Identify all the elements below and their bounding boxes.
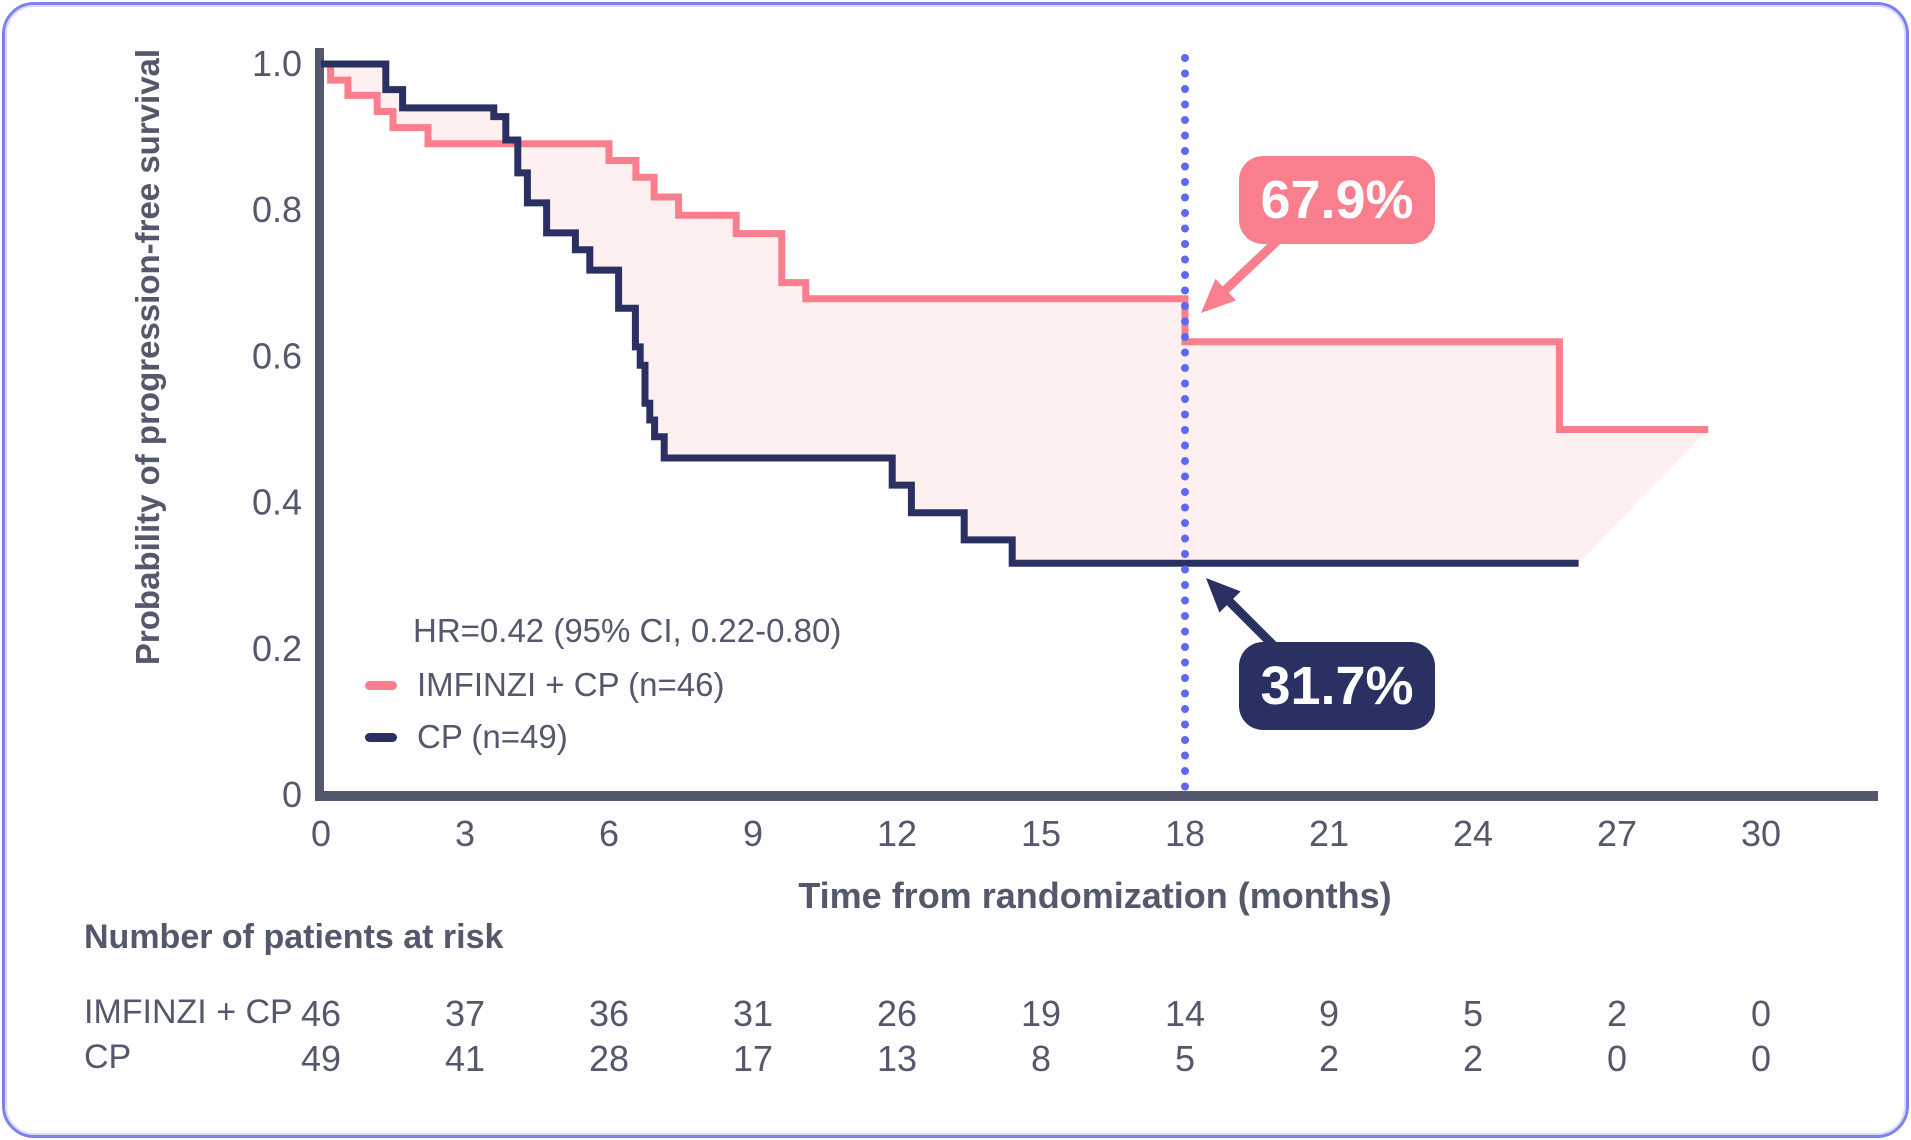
- x-tick-label: 24: [1453, 813, 1493, 854]
- legend-swatch-cp: [365, 732, 397, 742]
- callout-imfinzi-value: 67.9%: [1260, 170, 1414, 230]
- risk-row-label: IMFINZI + CP: [84, 993, 293, 1031]
- y-tick-label: 0: [282, 774, 302, 815]
- legend: IMFINZI + CP (n=46) CP (n=49): [365, 666, 725, 771]
- risk-value: 37: [444, 993, 486, 1034]
- risk-value: 49: [300, 1038, 342, 1079]
- risk-value: 0: [1750, 1038, 1772, 1079]
- risk-value: 0: [1606, 1038, 1628, 1079]
- risk-value: 26: [876, 993, 918, 1034]
- y-tick-label: 0.8: [252, 189, 302, 230]
- y-tick-label: 0.4: [252, 482, 302, 523]
- risk-value: 17: [732, 1038, 774, 1079]
- x-axis-line: [315, 791, 1878, 801]
- y-tick-label: 0.2: [252, 628, 302, 669]
- y-tick-label: 1.0: [252, 43, 302, 84]
- callout-arrow-cp-head: [1206, 578, 1241, 613]
- x-tick-label: 12: [877, 813, 917, 854]
- risk-value: 5: [1462, 993, 1484, 1034]
- legend-item-imfinzi-cp: IMFINZI + CP (n=46): [365, 666, 725, 703]
- risk-value: 2: [1462, 1038, 1484, 1079]
- legend-swatch-imfinzi-cp: [365, 680, 397, 690]
- x-tick-label: 30: [1741, 813, 1781, 854]
- x-tick-label: 3: [455, 813, 475, 854]
- risk-value: 0: [1750, 993, 1772, 1034]
- legend-item-cp: CP (n=49): [365, 718, 724, 755]
- callout-cp-value: 31.7%: [1260, 656, 1414, 716]
- risk-value: 2: [1606, 993, 1628, 1034]
- y-tick-label: 0.6: [252, 335, 302, 376]
- risk-value: 2: [1318, 1038, 1340, 1079]
- risk-row-label: CP: [84, 1038, 132, 1076]
- risk-value: 19: [1020, 993, 1062, 1034]
- callout-arrow-imfinzi-head: [1201, 278, 1236, 313]
- callout-arrow-imfinzi: [1221, 237, 1281, 295]
- x-tick-label: 21: [1309, 813, 1349, 854]
- cp-curve: [321, 60, 1579, 567]
- x-tick-label: 6: [599, 813, 619, 854]
- risk-value: 5: [1174, 1038, 1196, 1079]
- risk-row-imfinzi-cp: IMFINZI + CP 46 37 36 31 26 19 14 9 5 2 0: [0, 993, 1911, 1035]
- risk-value: 13: [876, 1038, 918, 1079]
- y-axis-title: Probability of progression-free survival: [129, 48, 166, 666]
- y-axis-line: [315, 48, 324, 801]
- x-tick-label: 27: [1597, 813, 1637, 854]
- x-axis-title: Time from randomization (months): [798, 875, 1392, 916]
- risk-value: 36: [588, 993, 630, 1034]
- risk-table-title: Number of patients at risk: [84, 918, 504, 956]
- hazard-ratio-text: HR=0.42 (95% CI, 0.22-0.80): [413, 612, 842, 649]
- imfinzi-cp-curve: [321, 60, 1709, 433]
- x-tick-label: 9: [743, 813, 763, 854]
- risk-value: 14: [1164, 993, 1206, 1034]
- callout-cp-18-months: 31.7%: [1239, 642, 1435, 730]
- callout-imfinzi-18-months: 67.9%: [1239, 156, 1435, 244]
- risk-value: 8: [1030, 1038, 1052, 1079]
- legend-label-imfinzi-cp: IMFINZI + CP (n=46): [417, 666, 725, 703]
- risk-row-cp: CP 49 41 28 17 13 8 5 2 2 0 0: [0, 1038, 1911, 1080]
- risk-value: 9: [1318, 993, 1340, 1034]
- difference-band: [321, 64, 1709, 564]
- legend-label-cp: CP (n=49): [417, 718, 568, 755]
- risk-value: 41: [444, 1038, 486, 1079]
- risk-value: 46: [300, 993, 342, 1034]
- x-tick-label: 0: [311, 813, 331, 854]
- risk-value: 28: [588, 1038, 630, 1079]
- x-tick-label: 15: [1021, 813, 1061, 854]
- x-tick-label: 18: [1165, 813, 1205, 854]
- risk-value: 31: [732, 993, 774, 1034]
